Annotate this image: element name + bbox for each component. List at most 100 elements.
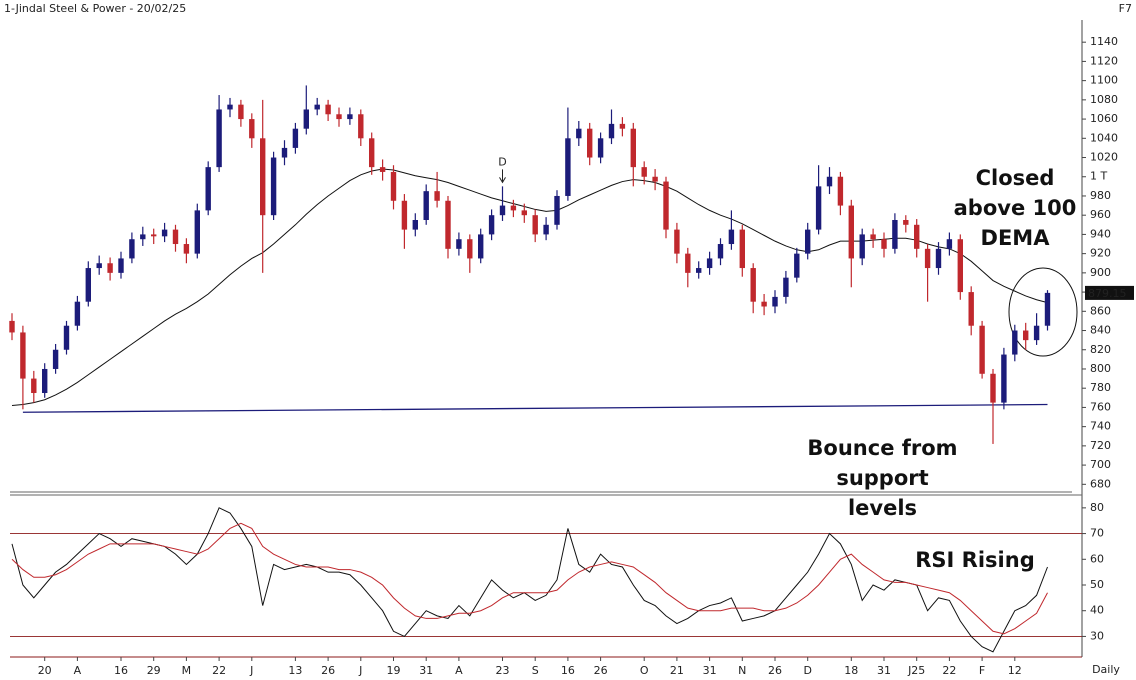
highlight-circle: [1008, 267, 1078, 357]
candle-body: [467, 239, 473, 259]
candle-body: [772, 296, 778, 307]
candle-body: [750, 268, 756, 302]
x-tick-label: 26: [768, 664, 782, 677]
candle-body: [423, 191, 429, 220]
x-tick-label: 16: [114, 664, 128, 677]
candle-body: [1044, 292, 1051, 326]
candle-body: [161, 229, 168, 237]
candle-body: [347, 114, 353, 120]
candle-body: [42, 368, 48, 394]
candle-body: [74, 301, 81, 326]
x-tick-label: 31: [703, 664, 717, 677]
rsi-line: [11, 507, 1048, 653]
candle-body: [870, 234, 876, 240]
candle-body: [881, 239, 887, 249]
candle-body: [935, 248, 942, 269]
x-tick-label: 31: [877, 664, 891, 677]
candle-body: [597, 138, 604, 158]
x-tick-label: 31: [419, 664, 433, 677]
x-tick-label: 23: [496, 664, 510, 677]
candle-body: [172, 229, 179, 245]
candle-body: [412, 219, 418, 230]
candle-body: [270, 157, 277, 216]
candle-body: [107, 263, 113, 273]
candle-body: [619, 123, 626, 129]
y-tick-label: 920: [1090, 247, 1111, 260]
rsi-line: [11, 522, 1048, 635]
candle-body: [488, 215, 495, 235]
candle-body: [728, 229, 735, 245]
candle-body: [608, 123, 615, 139]
y-tick-label: 740: [1090, 420, 1111, 433]
candle-body: [1012, 330, 1018, 355]
candle-body: [859, 234, 865, 259]
candle-body: [292, 128, 299, 148]
candle-body: [532, 215, 538, 235]
candle-body: [456, 239, 462, 249]
candle-body: [238, 104, 244, 120]
candle-body: [314, 104, 320, 110]
y-tick-label: 840: [1090, 324, 1111, 337]
candle-body: [685, 253, 691, 273]
y-tick-label: 1080: [1090, 93, 1118, 106]
annotation: Closed above 100 DEMA: [953, 166, 1077, 250]
x-tick-label: A: [74, 664, 82, 677]
y-tick-label: 80: [1090, 501, 1104, 514]
y-tick-label: 1 T: [1090, 170, 1107, 183]
candle-body: [390, 171, 397, 201]
candle-body: [990, 373, 996, 403]
annotation: RSI Rising: [915, 548, 1035, 572]
x-tick-label: 13: [288, 664, 302, 677]
candle-body: [20, 332, 26, 379]
candle-body: [674, 229, 680, 254]
candle-body: [510, 205, 517, 211]
shortcut-label: F7: [1119, 2, 1132, 15]
candle-body: [379, 167, 386, 172]
x-tick-label: J: [358, 664, 362, 677]
candle-body: [979, 325, 985, 374]
y-tick-label: 760: [1090, 400, 1111, 413]
candle-body: [554, 195, 560, 225]
y-tick-label: 1060: [1090, 112, 1118, 125]
y-tick-label: 860: [1090, 304, 1111, 317]
candle-body: [696, 268, 702, 273]
candle-body: [336, 114, 342, 120]
candle-body: [401, 200, 408, 230]
annotation: Bounce from support levels: [807, 436, 958, 520]
candle-body: [118, 258, 124, 273]
y-tick-label: 1120: [1090, 54, 1118, 67]
candle-body: [805, 229, 811, 254]
x-tick-label: 16: [561, 664, 575, 677]
x-tick-label: 26: [321, 664, 335, 677]
candle-body: [914, 224, 920, 249]
event-arrow-head: [499, 177, 506, 184]
moving-average-line: [11, 168, 1048, 406]
candle-body: [303, 109, 309, 129]
y-tick-label: 980: [1090, 189, 1111, 202]
candle-body: [892, 219, 898, 249]
candle-body: [85, 268, 91, 302]
candle-body: [903, 219, 909, 225]
last-price-box: [1085, 285, 1134, 300]
candle-body: [96, 263, 102, 269]
candle-body: [848, 205, 854, 259]
candle-body: [543, 224, 549, 235]
y-tick-label: 680: [1090, 477, 1111, 490]
y-tick-label: 30: [1090, 629, 1104, 642]
x-tick-label: D: [803, 664, 811, 677]
x-tick-label: S: [532, 664, 539, 677]
x-tick-label: 18: [844, 664, 858, 677]
y-tick-label: 1140: [1090, 35, 1118, 48]
x-tick-label: J25: [907, 664, 925, 677]
candle-body: [1033, 325, 1040, 341]
x-tick-label: N: [738, 664, 746, 677]
candle-body: [52, 349, 59, 369]
y-tick-label: 720: [1090, 439, 1111, 452]
candle-body: [739, 229, 745, 269]
x-tick-label: J: [249, 664, 253, 677]
candle-body: [63, 325, 70, 350]
event-marker: D: [498, 155, 506, 168]
candle-body: [641, 167, 647, 177]
y-tick-label: 800: [1090, 362, 1111, 375]
